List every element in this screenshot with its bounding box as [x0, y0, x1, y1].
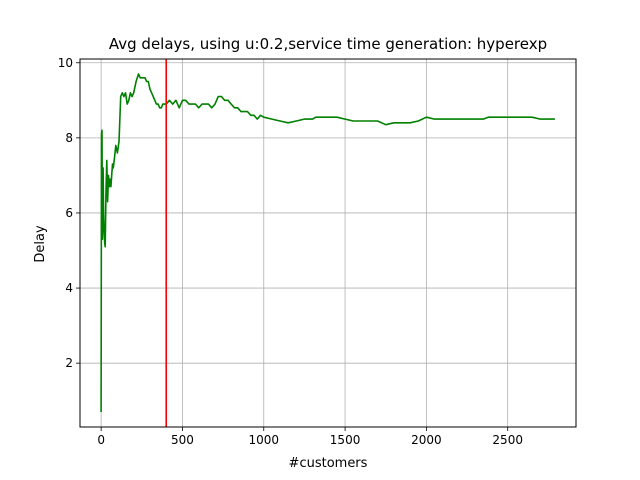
grid — [80, 59, 576, 427]
y-tick-label: 10 — [58, 56, 73, 70]
y-tick-label: 6 — [65, 206, 73, 220]
series-layer — [100, 59, 555, 427]
x-tick-label: 2000 — [411, 433, 442, 447]
x-tick-label: 2500 — [492, 433, 523, 447]
y-tick-label: 4 — [65, 281, 73, 295]
x-axis-label: #customers — [289, 456, 368, 471]
chart-title: Avg delays, using u:0.2,service time gen… — [109, 35, 547, 53]
ticks: 0 500 1000 1500 2000 2500 2 4 6 8 10 — [58, 56, 523, 447]
x-tick-label: 0 — [97, 433, 105, 447]
plot-frame — [79, 58, 577, 428]
x-tick-label: 500 — [171, 433, 194, 447]
x-tick-label: 1500 — [330, 433, 361, 447]
y-tick-label: 2 — [65, 356, 73, 370]
y-tick-label: 8 — [65, 131, 73, 145]
y-axis-label: Delay — [33, 225, 48, 263]
avg-delay-series-line — [100, 73, 555, 413]
x-tick-label: 1000 — [248, 433, 279, 447]
